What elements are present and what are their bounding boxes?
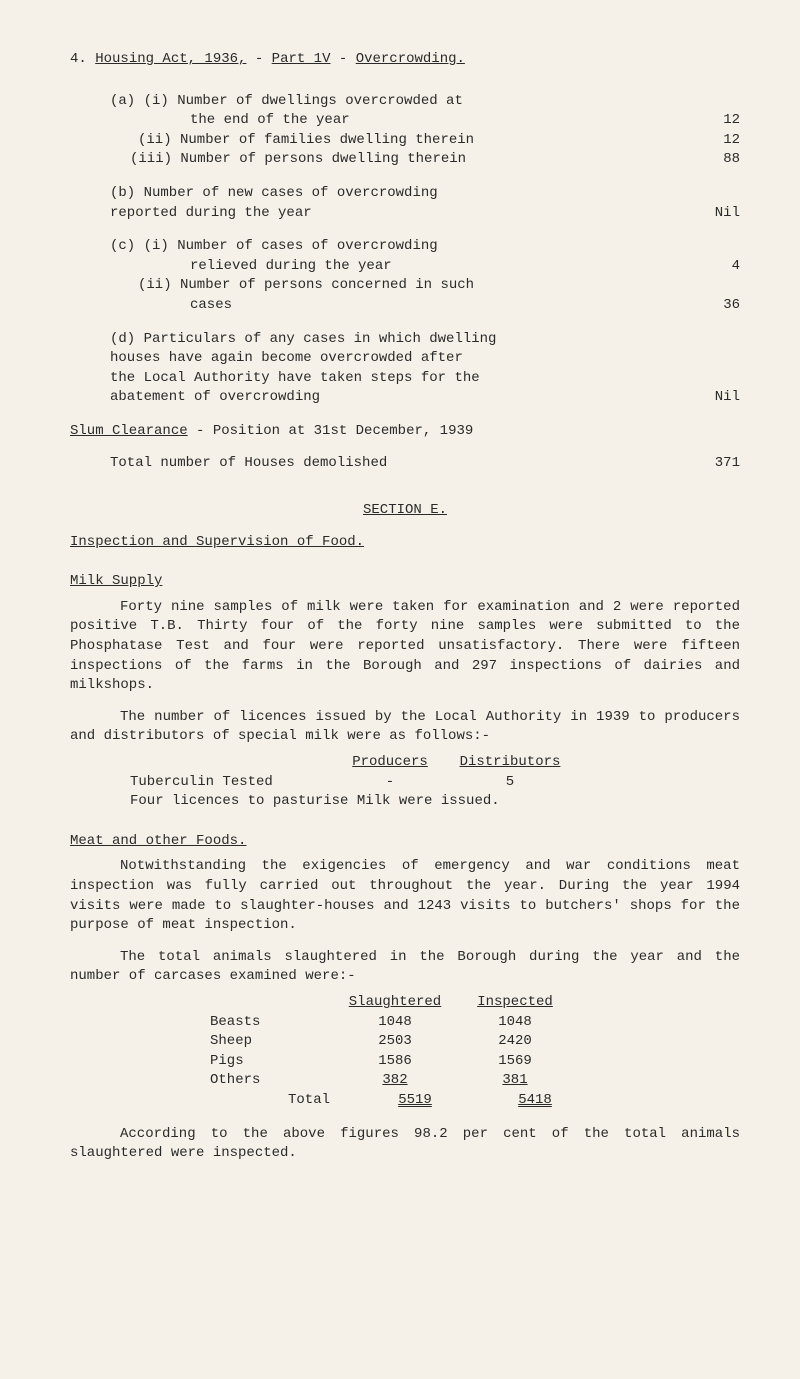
c-ii-line2: cases <box>190 296 690 316</box>
a-ii-val: 12 <box>690 131 740 151</box>
a-i-line2: the end of the year <box>190 111 690 131</box>
tuberculin-row: Tuberculin Tested - 5 <box>130 773 740 793</box>
slum-heading: Slum Clearance - Position at 31st Decemb… <box>70 422 740 442</box>
table-row: Pigs 1586 1569 <box>210 1052 740 1072</box>
row-c2: 1569 <box>460 1052 570 1072</box>
milk-p3: Four licences to pasturise Milk were iss… <box>130 792 740 812</box>
col-slaughtered: Slaughtered <box>330 993 460 1013</box>
item-d: (d) Particulars of any cases in which dw… <box>110 330 740 408</box>
total-row: Total 5519 5418 <box>210 1091 740 1111</box>
a-ii: (ii) Number of families dwelling therein <box>138 131 690 151</box>
slum-title: Slum Clearance <box>70 423 188 439</box>
row-c1: 1048 <box>330 1013 460 1033</box>
table-row: Others 382 381 <box>210 1071 740 1091</box>
b-val: Nil <box>690 204 740 224</box>
d-line4: abatement of overcrowding <box>110 388 690 408</box>
section-4-heading: 4. Housing Act, 1936, - Part 1V - Overcr… <box>70 50 740 70</box>
meat-p2: The total animals slaughtered in the Bor… <box>70 948 740 987</box>
row-c1: 1586 <box>330 1052 460 1072</box>
meat-p1: Notwithstanding the exigencies of emerge… <box>70 857 740 935</box>
heading-dash: - <box>255 51 272 67</box>
heading-title-c: Overcrowding. <box>356 51 465 67</box>
c-i-line1: (c) (i) Number of cases of overcrowding <box>110 237 690 257</box>
row-c2: 2420 <box>460 1032 570 1052</box>
d-line3: the Local Authority have taken steps for… <box>110 369 690 389</box>
inspection-heading: Inspection and Supervision of Food. <box>70 533 740 553</box>
col-inspected: Inspected <box>460 993 570 1013</box>
c-ii-line1: (ii) Number of persons concerned in such <box>138 276 690 296</box>
slaughter-table: Slaughtered Inspected Beasts 1048 1048 S… <box>210 993 740 1111</box>
milk-p2: The number of licences issued by the Loc… <box>70 708 740 747</box>
c-i-line2: relieved during the year <box>190 257 690 277</box>
b-line1: (b) Number of new cases of overcrowding <box>110 184 690 204</box>
c-ii-val: 36 <box>690 296 740 316</box>
prod-dist-header: Producers Distributors <box>130 753 740 773</box>
a-iii-val: 88 <box>690 150 740 170</box>
a-iii: (iii) Number of persons dwelling therein <box>130 150 690 170</box>
heading-title-a: Housing Act, 1936, <box>95 51 246 67</box>
section-e-heading: SECTION E. <box>70 501 740 521</box>
item-a: (a) (i) Number of dwellings overcrowded … <box>110 92 740 170</box>
d-line1: (d) Particulars of any cases in which dw… <box>110 330 690 350</box>
heading-dash2: - <box>339 51 356 67</box>
table-row: Sheep 2503 2420 <box>210 1032 740 1052</box>
a-i-line1: (a) (i) Number of dwellings overcrowded … <box>110 92 690 112</box>
table-row: Beasts 1048 1048 <box>210 1013 740 1033</box>
row-c1: 2503 <box>330 1032 460 1052</box>
slum-total-val: 371 <box>690 454 740 474</box>
row-label: Others <box>210 1071 330 1091</box>
item-c: (c) (i) Number of cases of overcrowding … <box>110 237 740 315</box>
slum-total-label: Total number of Houses demolished <box>110 454 690 474</box>
d-line2: houses have again become overcrowded aft… <box>110 349 690 369</box>
row-c2: 381 <box>502 1072 527 1088</box>
row-label: Sheep <box>210 1032 330 1052</box>
row-c2: 1048 <box>460 1013 570 1033</box>
tuberculin-dist: 5 <box>450 773 570 793</box>
milk-p1: Forty nine samples of milk were taken fo… <box>70 598 740 696</box>
total-c1: 5519 <box>398 1092 432 1108</box>
slum-total-row: Total number of Houses demolished 371 <box>110 454 740 474</box>
b-line2: reported during the year <box>110 204 690 224</box>
heading-num: 4. <box>70 51 87 67</box>
total-label: Total <box>210 1091 350 1111</box>
milk-heading: Milk Supply <box>70 572 740 592</box>
d-val: Nil <box>690 388 740 408</box>
slaughter-header: Slaughtered Inspected <box>210 993 740 1013</box>
tuberculin-prod: - <box>330 773 450 793</box>
item-b: (b) Number of new cases of overcrowding … <box>110 184 740 223</box>
distributors-hdr: Distributors <box>450 753 570 773</box>
meat-p3: According to the above figures 98.2 per … <box>70 1125 740 1164</box>
c-i-val: 4 <box>690 257 740 277</box>
row-c1: 382 <box>382 1072 407 1088</box>
slum-rest: - Position at 31st December, 1939 <box>196 423 473 439</box>
a-i-val: 12 <box>690 111 740 131</box>
heading-title-b: Part 1V <box>272 51 331 67</box>
tuberculin-label: Tuberculin Tested <box>130 773 330 793</box>
meat-heading: Meat and other Foods. <box>70 832 740 852</box>
row-label: Pigs <box>210 1052 330 1072</box>
producers-hdr: Producers <box>330 753 450 773</box>
total-c2: 5418 <box>518 1092 552 1108</box>
row-label: Beasts <box>210 1013 330 1033</box>
